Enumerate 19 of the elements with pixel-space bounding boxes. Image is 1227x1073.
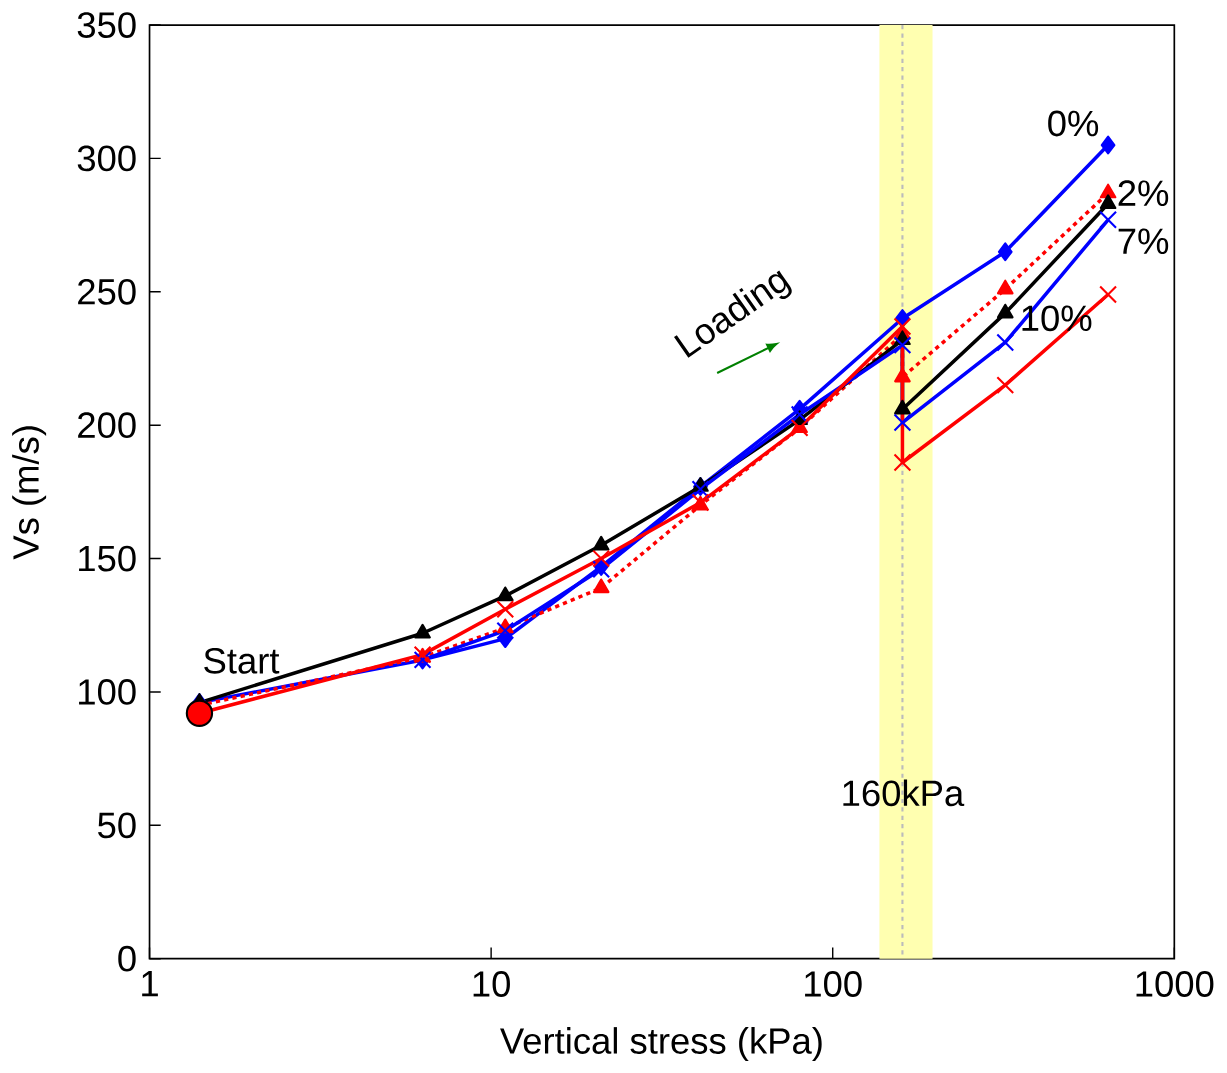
x-tick-label: 10	[473, 971, 510, 997]
y-tick-label: 250	[78, 278, 136, 305]
series-label: 7%	[1118, 228, 1169, 254]
x-axis-title: Vertical stress (kPa)	[500, 1027, 822, 1061]
x-tick-label: 1000	[1136, 971, 1214, 997]
series-label: 2%	[1118, 180, 1169, 206]
y-axis-title: Vs (m/s)	[12, 426, 47, 560]
y-tick-label: 0	[118, 945, 136, 972]
x-tick-label: 100	[805, 971, 862, 997]
y-tick-label: 150	[79, 545, 136, 572]
y-tick-label: 300	[77, 145, 136, 172]
y-tick-label: 200	[78, 412, 136, 438]
y-tick-label: 100	[79, 678, 136, 705]
x-tick-label: 1	[142, 971, 158, 997]
series-label: 0%	[1048, 110, 1099, 137]
annotation: Start	[204, 647, 280, 674]
y-tick-label: 350	[77, 12, 136, 38]
y-tick-label: 50	[98, 812, 136, 839]
ref-line-label: 160kPa	[843, 779, 965, 807]
